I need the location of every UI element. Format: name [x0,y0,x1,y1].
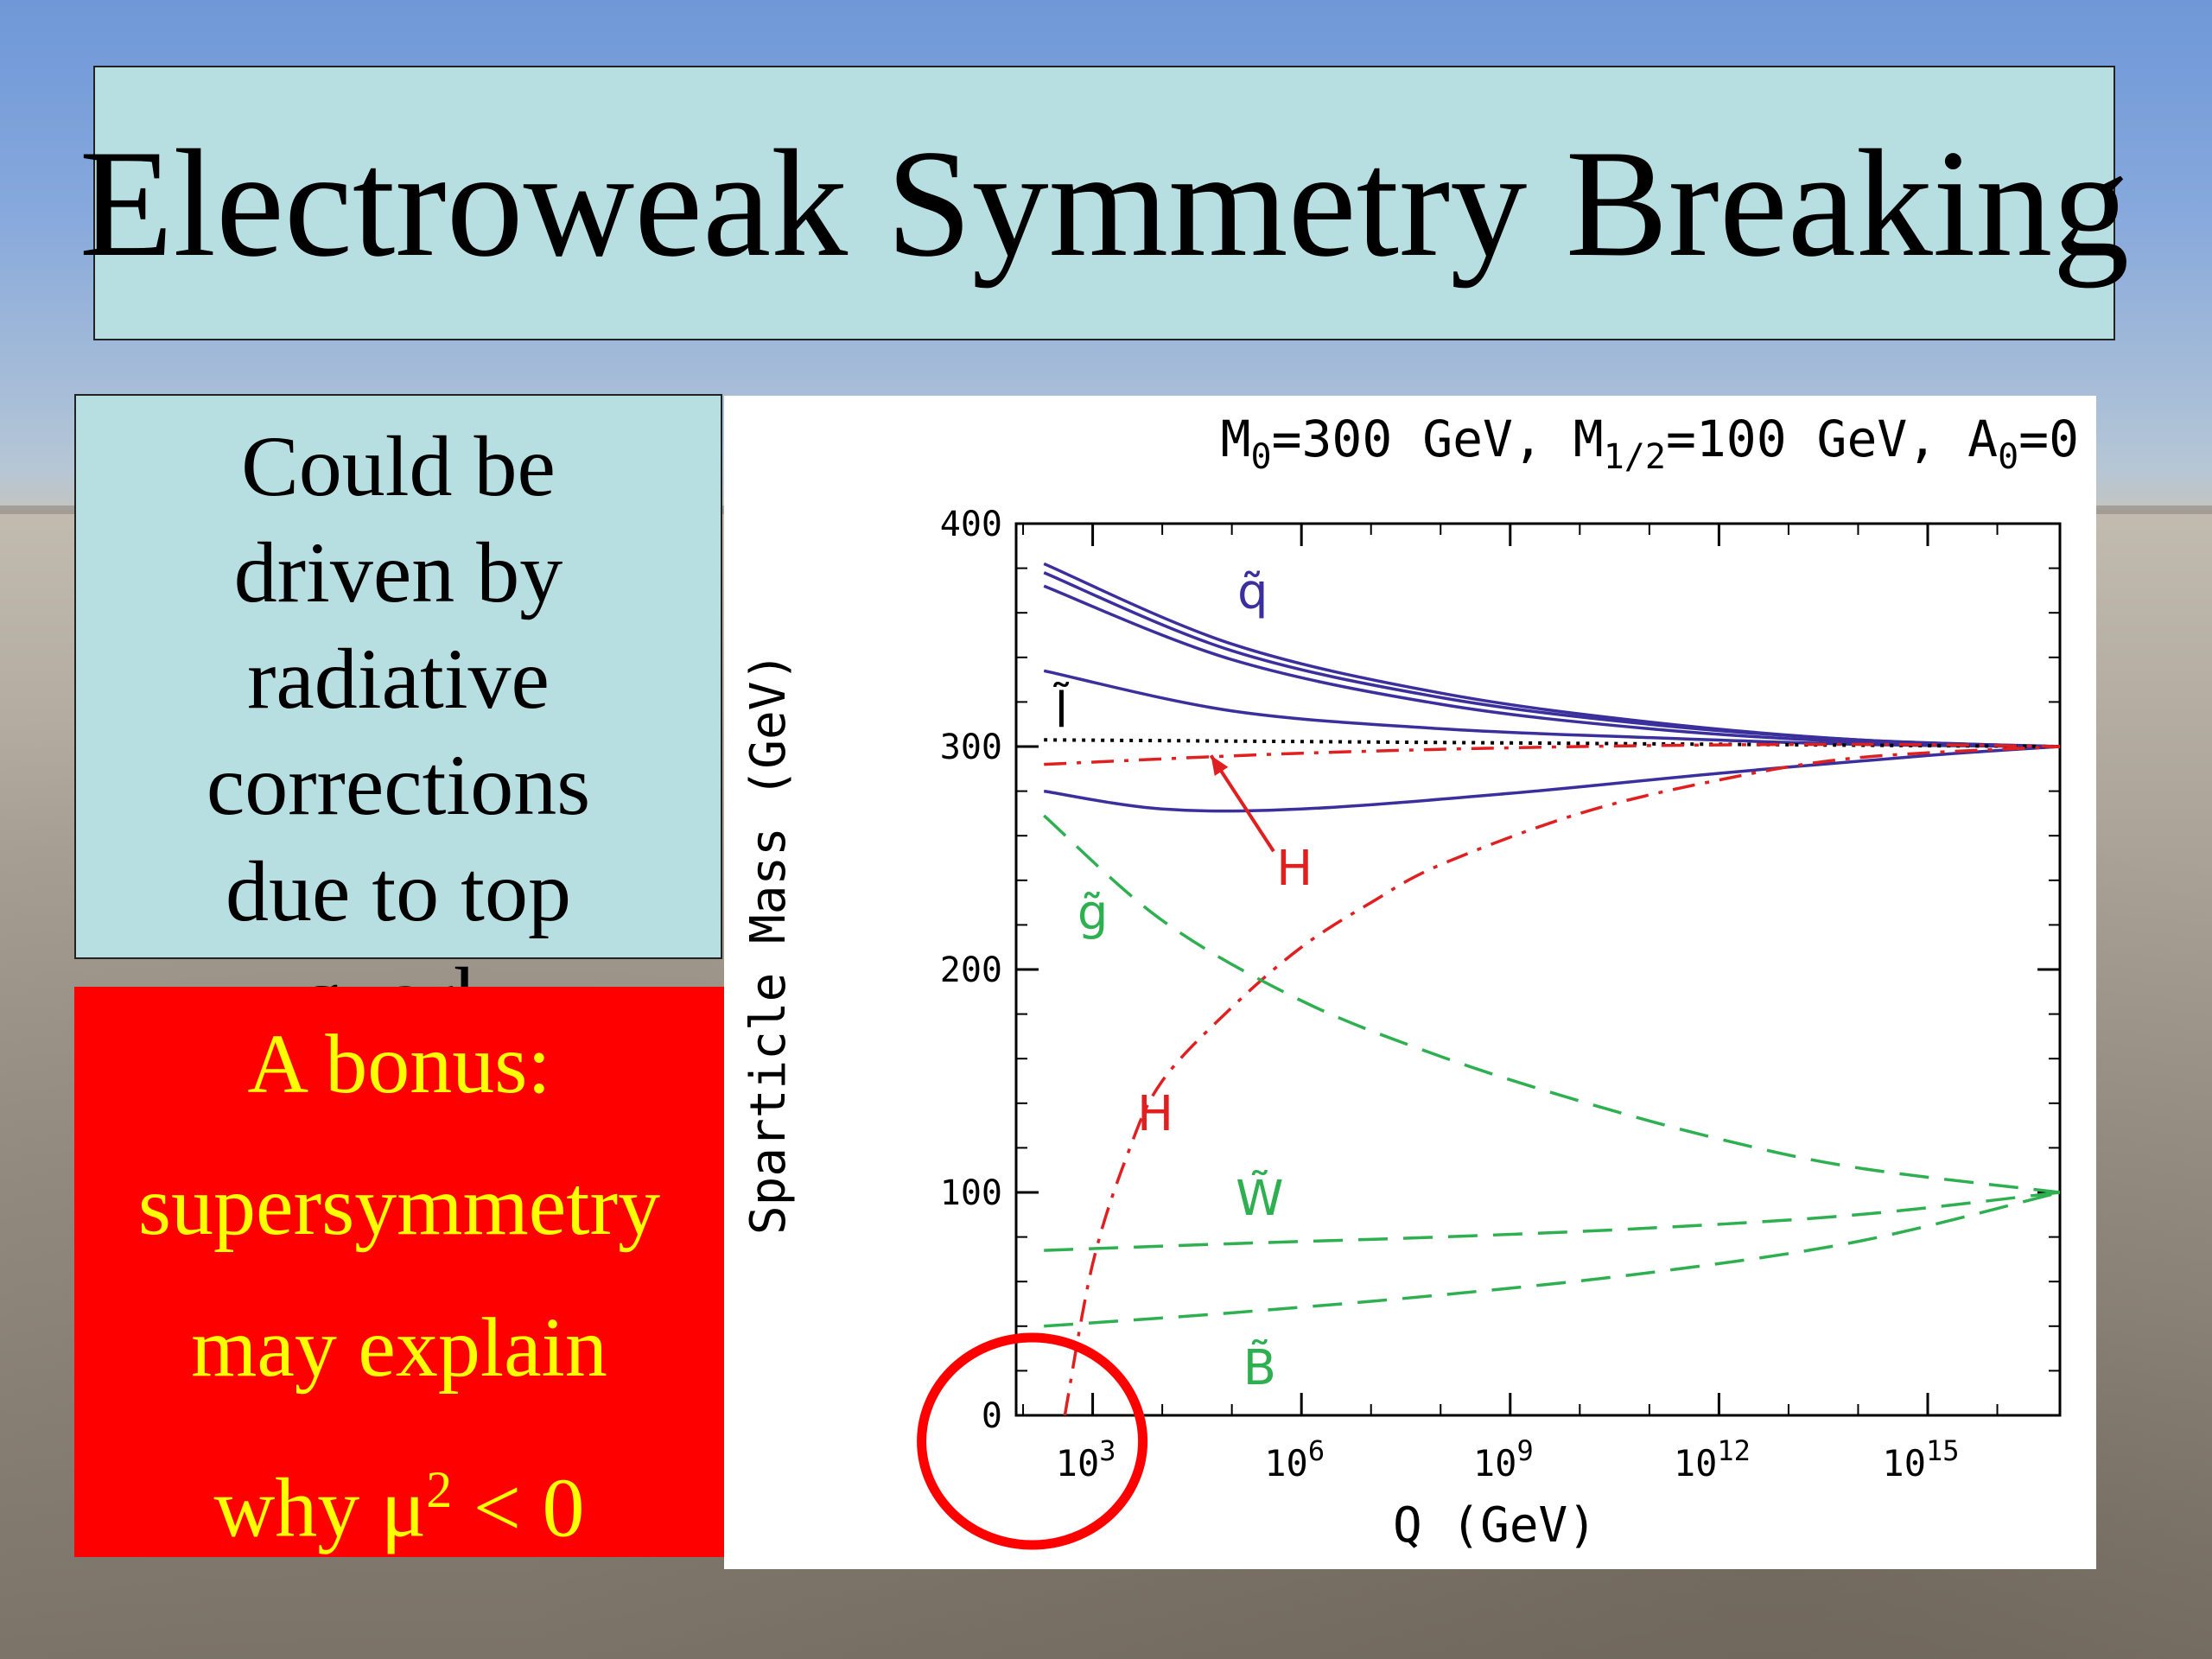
y-tick-label: 400 [940,505,1002,544]
x-axis-label: Q (GeV) [1393,1497,1597,1554]
bonus-line: A bonus: [247,1018,551,1111]
x-tick-label: 106 [1264,1434,1325,1484]
chart-title: M0=300 GeV, M1/2=100 GeV, A0=0 [1221,410,2079,477]
note-text: Could be driven by radiative corrections… [76,413,721,1051]
radiative-corrections-note: Could be driven by radiative corrections… [74,394,722,1046]
series-line-gauginos [1044,1191,2061,1328]
note-line: radiative [247,631,550,727]
y-tick-label: 100 [940,1173,1002,1213]
slide-title-box: Electroweak Symmetry Breaking [79,66,2129,340]
bonus-mu-exponent: 2 [426,1461,453,1518]
curve-label-slepton_ref: l̃ [1052,683,1070,739]
note-line: corrections [206,737,591,833]
curve-label-squarks: q̃ [1237,564,1268,620]
highlight-circle [917,1332,1148,1550]
note-line: Could be [241,418,556,514]
series-line-squarks [1043,669,2061,748]
bonus-mu-suffix: < 0 [452,1461,585,1555]
series-line-higgs [1063,745,2061,1416]
curve-label-gauginos: g̃ [1077,886,1109,942]
sparticle-mass-chart: 0 100 200 300 400 103 106 109 1012 1015 Q (GeV) Spa… [724,396,2096,1569]
y-tick-label: 300 [940,728,1002,767]
x-tick-label: 109 [1473,1434,1534,1484]
supersymmetry-bonus-box: A bonus: supersymmetry may explain why μ… [74,987,724,1557]
arrow-head [1211,755,1229,776]
series-line-gauginos [1043,814,2061,1194]
bonus-line-mu: why μ2 < 0 [74,1419,724,1580]
note-line: due to top [226,843,571,939]
series-line-gauginos [1044,1191,2061,1252]
note-line: driven by [233,524,563,620]
slide-title: Electroweak Symmetry Breaking [79,118,2130,289]
series-line-squarks [1043,571,2061,748]
y-tick-label: 200 [940,950,1002,990]
bonus-line: may explain [191,1301,607,1395]
series-line-higgs [1044,742,2061,766]
curve-label-higgs: H [1137,1086,1173,1142]
chart-svg: 0 100 200 300 400 103 106 109 1012 1015 Q (GeV) Spa… [741,410,2079,1554]
curve-label-gauginos: W̃ [1236,1171,1283,1227]
curve-label-higgs: H [1276,841,1313,897]
x-tick-label: 1015 [1882,1434,1959,1484]
curve-label-gauginos: B̃ [1243,1340,1276,1396]
y-tick-label: 0 [982,1396,1002,1436]
x-tick-label: 1012 [1674,1434,1751,1484]
plot-frame [1014,522,2062,1417]
bonus-mu-prefix: why μ [213,1461,427,1555]
y-axis-label: Sparticle Mass (GeV) [741,652,797,1235]
series-line-squarks [1043,745,2061,813]
x-tick-label: 103 [1056,1434,1116,1484]
series-line-slepton_ref [1044,738,2061,748]
series-line-squarks [1043,584,2061,748]
bonus-line: supersymmetry [137,1160,661,1253]
